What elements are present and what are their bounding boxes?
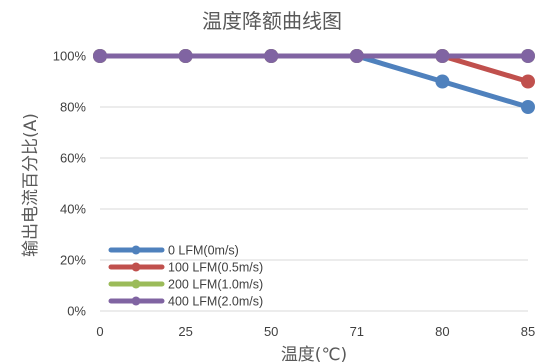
legend: 0 LFM(0m/s) 100 LFM(0.5m/s) 200 LFM(1.0m/s… <box>108 244 263 309</box>
legend-label: 400 LFM(2.0m/s) <box>168 295 263 309</box>
x-tick-label: 50 <box>264 324 278 339</box>
y-tick-labels: 0% 20% 40% 60% 80% 100% <box>53 49 87 319</box>
y-tick-label: 40% <box>60 202 86 217</box>
series-lines <box>93 49 535 114</box>
y-tick-label: 20% <box>60 253 86 268</box>
grid-lines <box>100 55 528 312</box>
legend-label: 0 LFM(0m/s) <box>168 244 239 258</box>
x-tick-label: 85 <box>521 324 535 339</box>
x-axis-title: 温度(℃) <box>281 345 347 364</box>
x-tick-label: 25 <box>178 324 192 339</box>
series-0 <box>93 49 535 114</box>
x-tick-label: 80 <box>435 324 449 339</box>
data-point <box>521 49 535 63</box>
data-point <box>264 49 279 63</box>
x-tick-labels: 0 25 50 71 80 85 <box>96 324 535 339</box>
data-point <box>521 74 535 89</box>
legend-swatch-marker <box>131 296 141 306</box>
data-point <box>349 49 364 63</box>
legend-label: 100 LFM(0.5m/s) <box>168 261 263 275</box>
series-3 <box>93 49 535 63</box>
legend-swatch-marker <box>131 279 141 289</box>
data-point <box>178 49 193 63</box>
x-tick-label: 0 <box>96 324 103 339</box>
data-point <box>521 100 535 114</box>
x-tick-label: 71 <box>350 324 364 339</box>
legend-label: 200 LFM(1.0m/s) <box>168 278 263 292</box>
chart-title: 温度降额曲线图 <box>202 9 342 33</box>
y-tick-label: 80% <box>60 100 86 115</box>
legend-swatch-marker <box>131 245 141 255</box>
y-tick-label: 60% <box>60 151 86 166</box>
y-axis-title: 输出电流百分比(A) <box>21 113 41 257</box>
y-tick-label: 0% <box>67 304 86 319</box>
y-tick-label: 100% <box>53 49 87 64</box>
data-point <box>93 49 107 63</box>
data-point <box>435 49 450 63</box>
data-point <box>435 74 450 89</box>
series-line <box>97 53 531 84</box>
legend-swatch-marker <box>131 262 141 272</box>
